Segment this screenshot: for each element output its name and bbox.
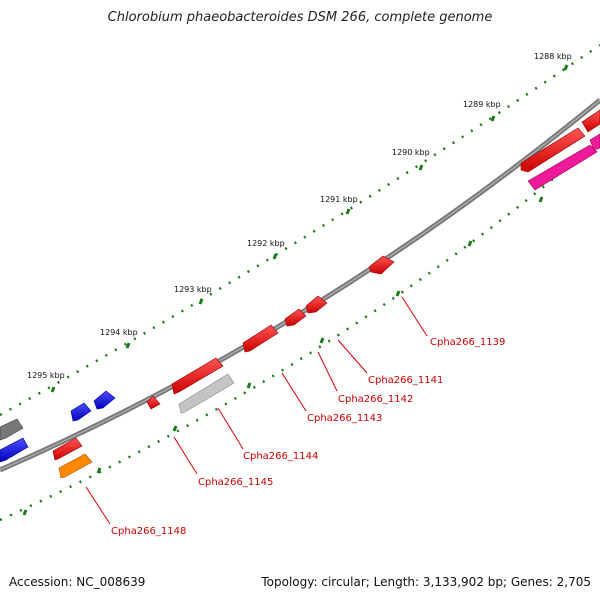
inner-ticks bbox=[22, 196, 544, 516]
gene-cds-blue[interactable] bbox=[93, 390, 116, 410]
kbp-ticks bbox=[50, 64, 569, 393]
gene-features bbox=[0, 109, 600, 479]
label-leaders bbox=[85, 296, 428, 525]
kbp-label-1294: 1294 kbp bbox=[100, 328, 138, 337]
genome-backbone bbox=[0, 98, 600, 473]
kbp-label-1289: 1289 kbp bbox=[463, 100, 501, 109]
gene-label-cpha266-1139[interactable]: Cpha266_1139 bbox=[430, 337, 505, 348]
gene-cds-darkgray[interactable] bbox=[0, 418, 24, 441]
gene-cds-gray[interactable] bbox=[178, 373, 235, 414]
gene-label-cpha266-1144[interactable]: Cpha266_1144 bbox=[243, 451, 318, 462]
gene-cds-red[interactable] bbox=[242, 324, 279, 353]
gene-cds-red[interactable] bbox=[581, 109, 600, 133]
kbp-label-1291: 1291 kbp bbox=[320, 195, 358, 204]
gene-cds-red[interactable] bbox=[520, 127, 586, 173]
kbp-label-1288: 1288 kbp bbox=[534, 52, 572, 61]
gene-cds-red[interactable] bbox=[284, 308, 307, 327]
map-title: Chlorobium phaeobacteroides DSM 266, com… bbox=[107, 10, 493, 25]
gene-cds-red[interactable] bbox=[52, 437, 83, 461]
gene-cds-red[interactable] bbox=[368, 255, 395, 275]
gene-cds-red[interactable] bbox=[305, 295, 328, 314]
kbp-label-1293: 1293 kbp bbox=[174, 285, 212, 294]
gene-cds-blue[interactable] bbox=[70, 402, 92, 422]
outer-tick-track bbox=[0, 43, 600, 417]
gene-cds-magenta[interactable] bbox=[589, 133, 600, 151]
gene-label-cpha266-1145[interactable]: Cpha266_1145 bbox=[198, 477, 273, 488]
gene-cds-red[interactable] bbox=[171, 357, 224, 395]
kbp-label-1295: 1295 kbp bbox=[27, 371, 65, 380]
gene-label-cpha266-1143[interactable]: Cpha266_1143 bbox=[307, 413, 382, 424]
accession-text: Accession: NC_008639 bbox=[9, 575, 146, 589]
gene-cds-orange[interactable] bbox=[58, 453, 93, 479]
kbp-label-1292: 1292 kbp bbox=[247, 239, 285, 248]
gene-cds-red[interactable] bbox=[146, 395, 161, 410]
gene-label-cpha266-1148[interactable]: Cpha266_1148 bbox=[111, 526, 186, 537]
gene-label-cpha266-1142[interactable]: Cpha266_1142 bbox=[338, 394, 413, 405]
kbp-label-1290: 1290 kbp bbox=[392, 148, 430, 157]
gene-label-cpha266-1141[interactable]: Cpha266_1141 bbox=[368, 375, 443, 386]
genome-stats-text: Topology: circular; Length: 3,133,902 bp… bbox=[261, 575, 591, 589]
gene-cds-magenta[interactable] bbox=[527, 144, 598, 191]
gene-cds-blue[interactable] bbox=[0, 437, 29, 463]
